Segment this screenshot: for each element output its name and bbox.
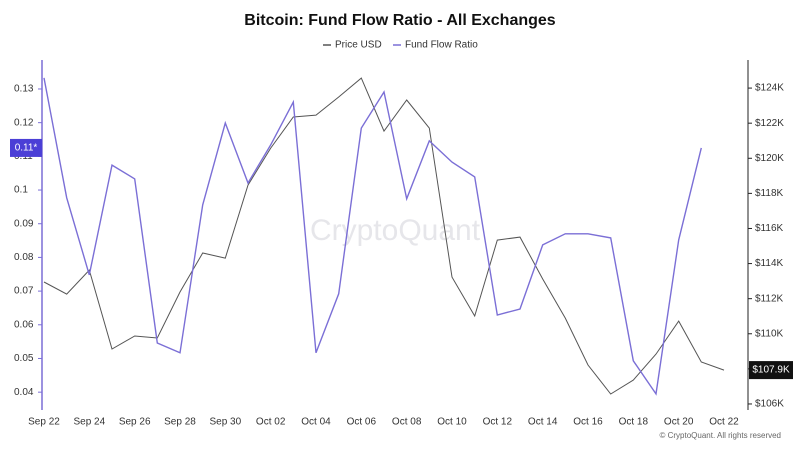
legend-label: Fund Flow Ratio: [405, 40, 478, 51]
x-tick-label: Sep 26: [119, 417, 151, 428]
x-tick-label: Oct 02: [256, 417, 286, 428]
x-tick-label: Oct 22: [709, 417, 739, 428]
legend-label: Price USD: [335, 40, 382, 51]
x-tick-label: Sep 30: [209, 417, 241, 428]
x-tick-label: Oct 20: [664, 417, 694, 428]
y2-tick-label: $114K: [755, 258, 784, 269]
x-tick-label: Oct 14: [528, 417, 558, 428]
x-tick-label: Oct 10: [437, 417, 467, 428]
copyright: © CryptoQuant. All rights reserved: [660, 431, 782, 440]
y-tick-label: 0.04: [14, 387, 34, 398]
value-label: 0.11*: [15, 143, 38, 154]
y2-tick-label: $112K: [755, 293, 784, 304]
x-tick-label: Sep 24: [73, 417, 105, 428]
y2-tick-label: $120K: [755, 153, 784, 164]
y2-tick-label: $118K: [755, 188, 784, 199]
y2-tick-label: $106K: [755, 399, 784, 410]
chart-title: Bitcoin: Fund Flow Ratio - All Exchanges: [244, 12, 556, 29]
y-tick-label: 0.1: [14, 185, 28, 196]
y-tick-label: 0.09: [14, 218, 34, 229]
x-tick-label: Oct 12: [483, 417, 513, 428]
y-tick-label: 0.12: [14, 117, 34, 128]
series-line: [43, 77, 702, 396]
y-tick-label: 0.05: [14, 353, 34, 364]
x-tick-label: Sep 22: [28, 417, 60, 428]
x-tick-label: Sep 28: [164, 417, 196, 428]
watermark: CryptoQuant: [310, 214, 481, 247]
y2-tick-label: $124K: [755, 83, 784, 94]
x-tick-label: Oct 18: [619, 417, 649, 428]
x-tick-label: Oct 04: [301, 417, 331, 428]
value-label-box: [749, 361, 793, 380]
y2-tick-label: $122K: [755, 118, 784, 129]
y2-tick-label: $116K: [755, 223, 784, 234]
x-tick-label: Oct 08: [392, 417, 422, 428]
x-tick-label: Oct 16: [573, 417, 603, 428]
y-tick-label: 0.06: [14, 319, 34, 330]
x-tick-label: Oct 06: [347, 417, 377, 428]
y-tick-label: 0.13: [14, 84, 34, 95]
y-tick-label: 0.07: [14, 286, 34, 297]
y2-tick-label: $110K: [755, 328, 784, 339]
value-label-box: [10, 138, 42, 157]
y-tick-label: 0.08: [14, 252, 34, 263]
value-label: $107.9K: [752, 365, 790, 376]
